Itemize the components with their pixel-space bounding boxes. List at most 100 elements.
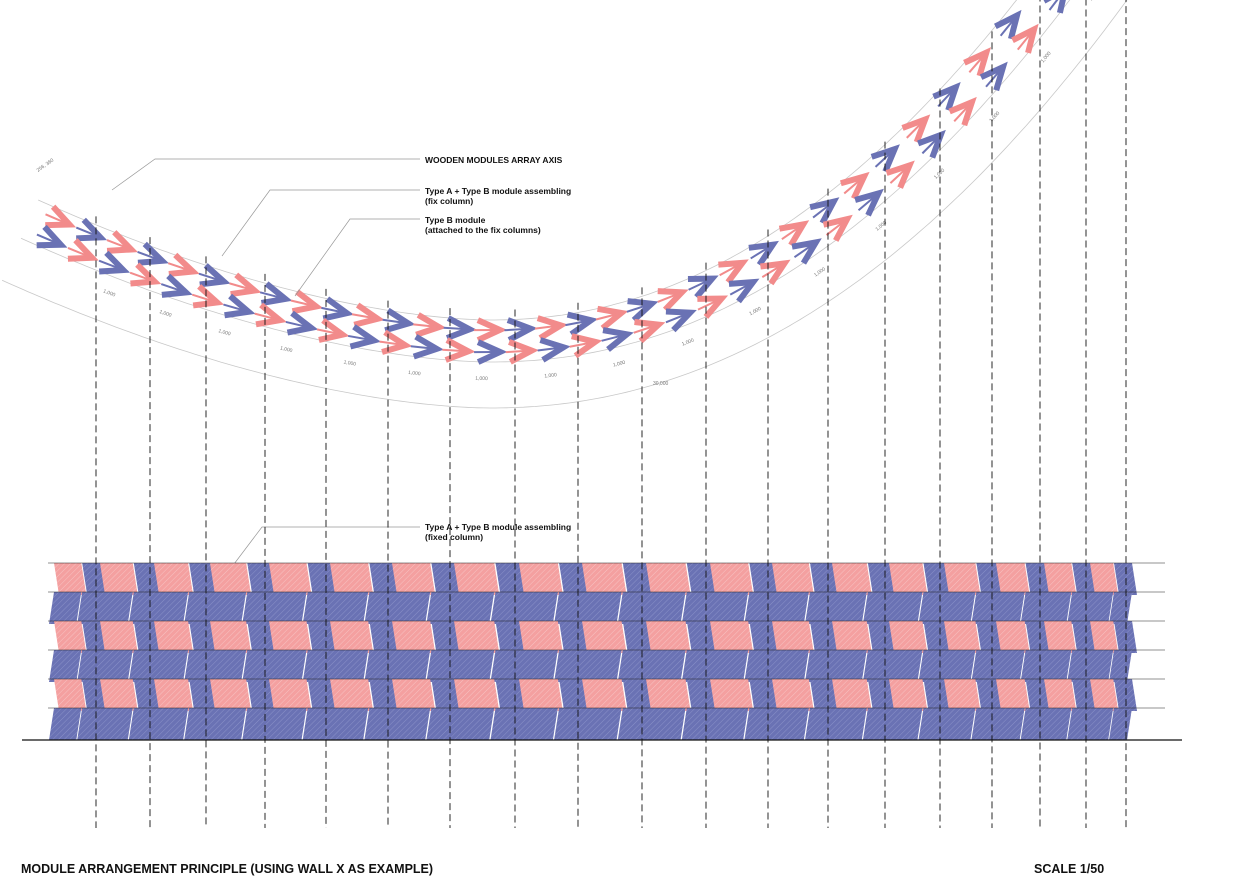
label-type-b-line1: Type B module	[425, 215, 486, 225]
type-a-module-shape	[192, 284, 225, 309]
elevation-type-b-block	[247, 563, 276, 595]
type-a-module-shape	[948, 96, 977, 127]
type-a-module-shape	[657, 288, 689, 312]
type-b-module-stem	[410, 345, 435, 350]
type-a-module-shape	[1011, 23, 1039, 54]
elevation-type-b-block	[82, 621, 107, 653]
elevation-type-a-block	[646, 679, 691, 711]
elevation-type-b-block	[577, 650, 622, 682]
type-a-module-shape	[822, 214, 853, 242]
type-b-module-shape	[98, 250, 131, 275]
elevation-type-b-block	[577, 592, 622, 624]
elevation-type-b-block	[95, 650, 133, 682]
type-b-module	[994, 9, 1022, 40]
type-b-module	[917, 129, 946, 159]
elevation-type-b-block	[617, 708, 648, 740]
elevation-type-b-block	[364, 650, 394, 682]
elevation-type-b-block	[431, 563, 461, 595]
type-a-module	[473, 317, 508, 343]
type-a-module	[192, 284, 225, 309]
type-a-module	[379, 329, 413, 355]
elevation-type-b-block	[189, 679, 217, 711]
type-b-module-shape	[349, 324, 381, 350]
type-a-module-stem	[825, 219, 847, 236]
elevation-type-b-block	[449, 592, 495, 624]
elevation-type-b-block	[810, 679, 839, 711]
elevation-type-b-block	[810, 563, 839, 595]
type-a-module-shape	[718, 259, 749, 284]
type-a-module	[657, 288, 689, 312]
type-b-module-shape	[161, 273, 193, 298]
label-type-ab-fixed-line1: Type A + Type B module assembling	[425, 522, 572, 532]
type-b-module-stem	[812, 202, 833, 219]
type-a-module-shape	[67, 238, 99, 262]
annotation-leader-lines	[111, 158, 420, 573]
label-type-ab-fix-column: Type A + Type B module assembling (fix c…	[425, 186, 571, 206]
type-a-module-stem	[192, 293, 216, 303]
type-b-module-shape	[260, 281, 293, 306]
type-a-module-shape	[130, 262, 162, 287]
type-b-module-shape	[809, 197, 840, 225]
elevation-type-a-block	[710, 621, 754, 653]
type-a-module	[718, 259, 749, 284]
type-a-module-shape	[45, 204, 77, 229]
type-b-module-stem	[223, 303, 247, 313]
elevation-type-a-block	[832, 563, 872, 595]
type-b-module	[160, 273, 193, 298]
type-b-module	[223, 293, 256, 319]
dimension-label: 1,000	[748, 306, 762, 317]
elevation-type-a-block	[100, 679, 138, 711]
elevation-type-b-block	[641, 708, 686, 740]
type-a-module	[316, 317, 350, 343]
type-a-module-stem	[254, 312, 279, 321]
elevation-type-b-block	[490, 708, 521, 740]
label-type-ab-fixed-column: Type A + Type B module assembling (fixed…	[425, 522, 571, 542]
type-b-module	[198, 263, 231, 288]
elevation-type-a-block	[1090, 679, 1119, 711]
elevation-type-a-block	[519, 563, 563, 595]
type-b-module-shape	[445, 315, 477, 341]
type-b-module-stem	[750, 244, 772, 260]
type-a-module-shape	[353, 302, 385, 328]
label-type-ab-fix-line1: Type A + Type B module assembling	[425, 186, 572, 196]
elevation-type-b-block	[805, 650, 834, 682]
dimension-label: 1,000	[158, 309, 172, 319]
elevation-type-a-block	[330, 621, 374, 653]
type-a-module-stem	[167, 262, 192, 272]
type-a-module-shape	[697, 295, 729, 319]
elevation-type-a-block	[944, 679, 981, 711]
elevation-type-b-block	[264, 592, 307, 624]
elevation-type-b-block	[923, 679, 951, 711]
elevation-type-b-block	[767, 592, 809, 624]
elevation-type-b-block	[918, 650, 946, 682]
type-a-module	[948, 96, 977, 127]
type-a-module-shape	[634, 319, 666, 344]
type-b-module-shape	[322, 296, 354, 322]
type-b-module-shape	[728, 278, 760, 304]
elevation-type-b-block	[867, 621, 896, 653]
type-b-module-shape	[979, 61, 1008, 92]
type-a-module	[901, 114, 931, 144]
elevation-type-a-block	[944, 621, 981, 653]
elevation-type-b-block	[1025, 621, 1051, 653]
type-a-module	[534, 315, 568, 341]
elevation-type-b-block	[686, 563, 717, 595]
type-a-module	[45, 204, 77, 229]
elevation-type-b-block	[744, 650, 774, 682]
elevation-type-b-block	[1039, 708, 1072, 740]
elevation-type-b-block	[264, 708, 307, 740]
type-b-module-stem	[259, 291, 284, 300]
elevation-type-b-block	[1114, 563, 1137, 595]
type-a-module-stem	[413, 323, 438, 328]
elevation-type-b-block	[242, 708, 271, 740]
plan-chevron-modules	[36, 0, 1070, 365]
type-b-module-stem	[285, 320, 310, 329]
dimension-label: 1,000	[343, 359, 357, 367]
elevation-type-b-block	[189, 621, 217, 653]
plan-guide-arc	[1, 0, 1128, 409]
elevation-type-b-block	[49, 708, 82, 740]
elevation-type-b-block	[184, 650, 212, 682]
type-a-module-stem	[781, 224, 803, 241]
type-b-module	[382, 307, 416, 334]
elevation-type-b-block	[641, 592, 686, 624]
